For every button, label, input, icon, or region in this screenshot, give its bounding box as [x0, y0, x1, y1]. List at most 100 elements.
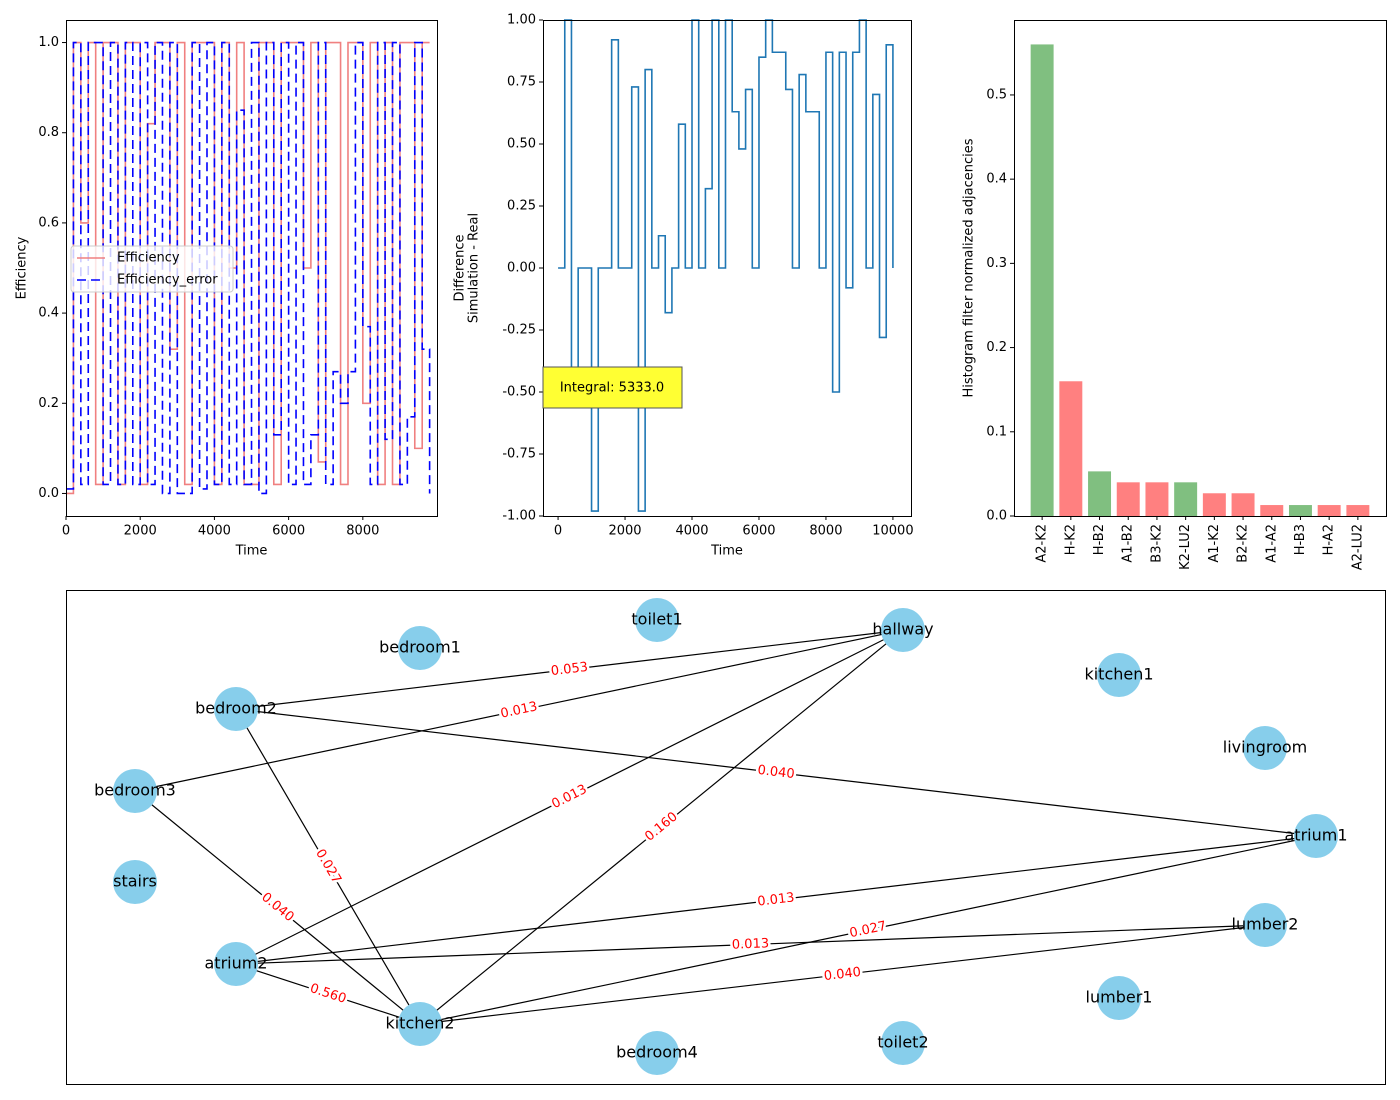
- data-line: [66, 41, 431, 495]
- bar: [1346, 505, 1370, 516]
- node-label: bedroom1: [379, 638, 461, 657]
- y-tick-label: 0.50: [507, 137, 536, 152]
- y-tick-label: 0.3: [986, 256, 1007, 271]
- edge: [235, 708, 1317, 837]
- node: [635, 598, 679, 642]
- node: [1097, 976, 1141, 1020]
- node-label: livingroom: [1223, 738, 1308, 757]
- bar: [1260, 505, 1284, 516]
- x-tick-label: 4000: [675, 524, 708, 539]
- y-tick-label: 0.4: [38, 306, 59, 321]
- y-tick-label: 0.4: [986, 172, 1007, 187]
- y-tick-label: 0.1: [986, 424, 1007, 439]
- bar: [1088, 471, 1112, 516]
- node: [1097, 653, 1141, 697]
- node-label: kitchen2: [385, 1014, 454, 1033]
- y-tick-label: 1.0: [38, 35, 59, 50]
- node: [881, 1021, 925, 1065]
- edge: [235, 924, 1266, 965]
- bar: [1231, 493, 1255, 516]
- bar: [1145, 482, 1169, 516]
- x-tick-label: H-K2: [1063, 524, 1078, 555]
- node-label: stairs: [113, 872, 157, 891]
- x-tick-label: H-B3: [1293, 524, 1308, 555]
- y-axis-label: Efficiency: [15, 236, 30, 299]
- y-tick-label: 0.0: [38, 486, 59, 501]
- x-tick-label: A1-K2: [1207, 524, 1222, 563]
- x-tick-label: B2-K2: [1236, 524, 1251, 563]
- node-label: toilet1: [631, 610, 682, 629]
- edge: [235, 629, 904, 965]
- legend-label: Efficiency_error: [117, 273, 218, 288]
- node: [113, 769, 157, 813]
- x-tick-label: 8000: [346, 524, 379, 539]
- bar: [1288, 505, 1312, 516]
- graph-frame: [66, 590, 1386, 1085]
- node: [398, 626, 442, 670]
- y-axis-label: Difference: [453, 234, 468, 301]
- x-tick-label: K2-LU2: [1178, 524, 1193, 570]
- x-tick-label: H-B2: [1092, 524, 1107, 555]
- node-label: bedroom2: [195, 699, 277, 718]
- edge: [235, 629, 904, 710]
- node: [113, 860, 157, 904]
- y-tick-label: 0.25: [507, 199, 536, 214]
- node-label: hallway: [872, 620, 933, 639]
- legend-label: Efficiency: [117, 251, 180, 266]
- x-tick-label: 8000: [809, 524, 842, 539]
- x-axis-label: Time: [710, 544, 743, 559]
- edge: [419, 924, 1266, 1025]
- y-tick-label: 0.0: [986, 509, 1007, 524]
- x-tick-label: A2-K2: [1035, 524, 1050, 563]
- node: [635, 1031, 679, 1075]
- legend-box: [70, 245, 234, 293]
- x-tick-label: A2-LU2: [1350, 524, 1365, 570]
- node: [1243, 903, 1287, 947]
- y-tick-label: 0.8: [38, 125, 59, 140]
- annotation-box: [542, 366, 683, 409]
- y-tick-label: 0.00: [507, 261, 536, 276]
- node: [214, 687, 258, 731]
- edge: [235, 708, 421, 1025]
- edge: [134, 790, 421, 1025]
- x-tick-label: 4000: [198, 524, 231, 539]
- node: [1243, 726, 1287, 770]
- bar: [1174, 482, 1198, 516]
- x-tick-label: H-A2: [1322, 524, 1337, 555]
- x-tick-label: 2000: [124, 524, 157, 539]
- node-label: kitchen1: [1084, 665, 1153, 684]
- node: [881, 608, 925, 652]
- x-tick-label: 6000: [742, 524, 775, 539]
- node: [1294, 814, 1338, 858]
- x-tick-label: 2000: [608, 524, 641, 539]
- axes-frame: [1014, 20, 1387, 517]
- node-label: toilet2: [877, 1033, 928, 1052]
- y-tick-label: 0.5: [986, 87, 1007, 102]
- bar: [1317, 505, 1341, 516]
- node: [398, 1002, 442, 1046]
- x-tick-label: A1-A2: [1264, 524, 1279, 563]
- node-label: lumber2: [1232, 915, 1299, 934]
- node-label: bedroom4: [616, 1043, 698, 1062]
- edge: [235, 963, 421, 1025]
- y-tick-label: 0.2: [38, 396, 59, 411]
- y-tick-label: 0.2: [986, 340, 1007, 355]
- bar: [1202, 493, 1226, 516]
- node-label: atrium1: [1284, 826, 1347, 845]
- x-axis-label: Time: [235, 544, 268, 559]
- y-tick-label: -1.00: [502, 509, 536, 524]
- node-label: atrium2: [204, 954, 267, 973]
- node: [214, 942, 258, 986]
- bar: [1116, 482, 1140, 516]
- edge: [419, 835, 1317, 1025]
- y-axis-label: Histogram filter normalized adjacencies: [962, 138, 977, 397]
- x-tick-label: A1-B2: [1121, 524, 1136, 563]
- axes-frame: [543, 20, 912, 517]
- edge: [134, 629, 904, 792]
- edge-label: 0.013: [732, 936, 770, 952]
- node-label: bedroom3: [94, 781, 176, 800]
- x-tick-label: 10000: [872, 524, 913, 539]
- y-tick-label: 1.00: [507, 13, 536, 28]
